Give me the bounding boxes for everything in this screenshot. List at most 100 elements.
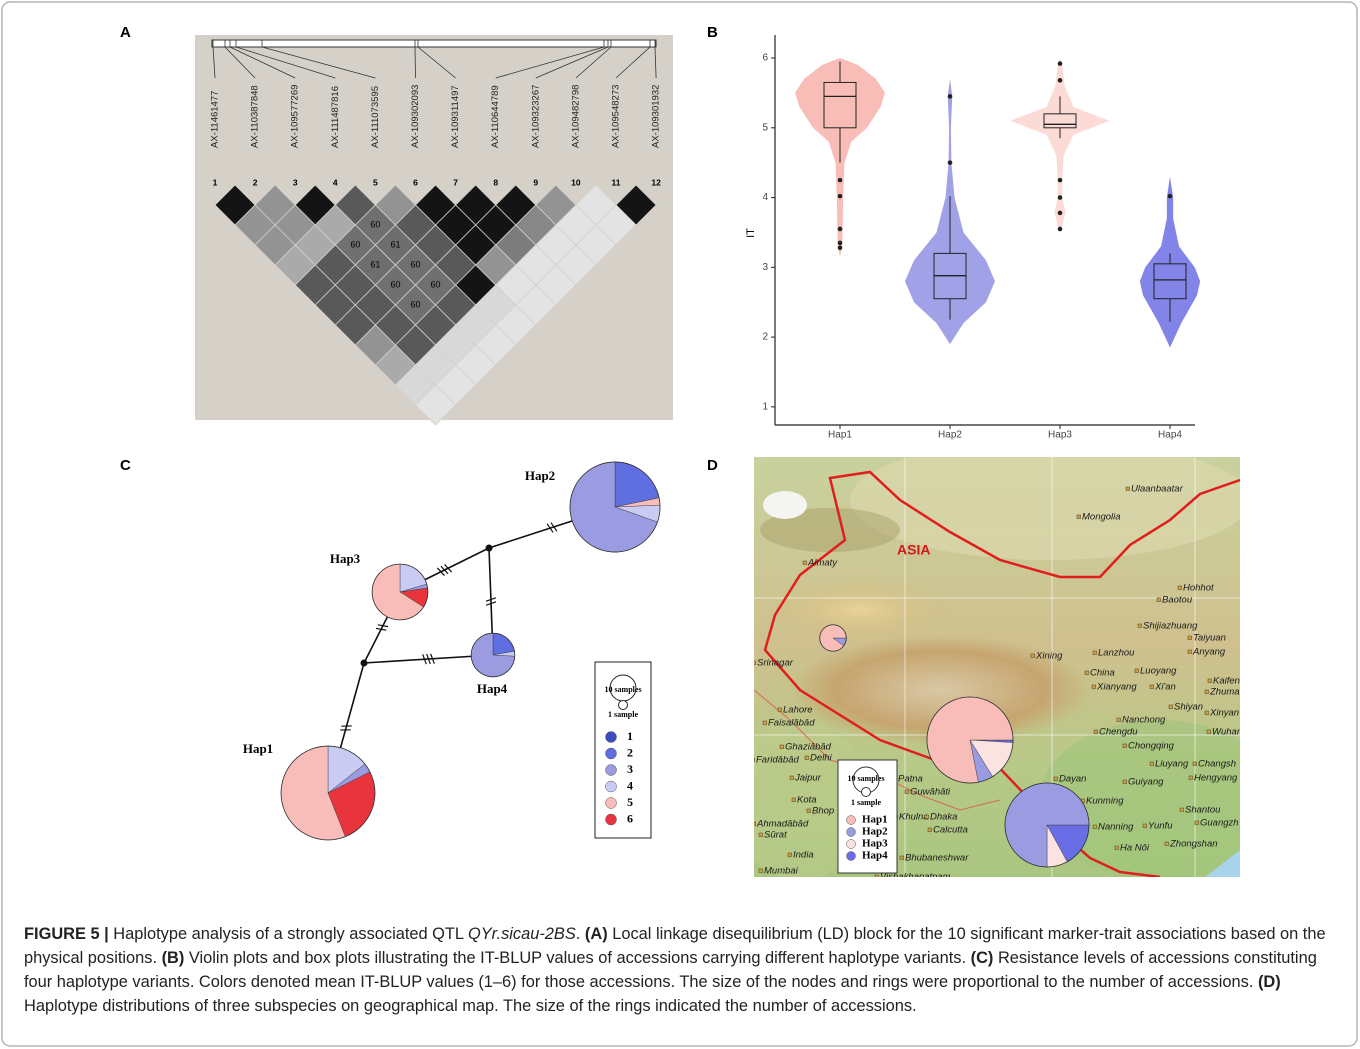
marker-number: 3 bbox=[293, 177, 298, 187]
place-marker bbox=[807, 809, 811, 813]
place-label: Xianyang bbox=[1096, 682, 1137, 693]
place-marker bbox=[1205, 690, 1209, 694]
place-marker bbox=[1117, 718, 1121, 722]
legend-swatch bbox=[847, 816, 856, 825]
y-tick-label: 2 bbox=[762, 332, 768, 343]
ld-panel: AX-11461477AX-110387848AX-109577269AX-11… bbox=[195, 35, 673, 425]
place-marker bbox=[790, 776, 794, 780]
place-marker bbox=[928, 828, 932, 832]
place-marker bbox=[1115, 846, 1119, 850]
ld-value-label: 60 bbox=[410, 259, 420, 269]
legend-label: 3 bbox=[627, 762, 633, 776]
figure: A B C D AX-11461477AX-110387848AX-109577… bbox=[0, 0, 1360, 1049]
place-label: Xinyan bbox=[1209, 708, 1239, 719]
place-label: Changsh bbox=[1198, 759, 1236, 770]
outlier bbox=[1058, 195, 1063, 200]
place-label: Kaifen bbox=[1213, 676, 1240, 687]
legend-label: Hap4 bbox=[862, 850, 888, 862]
panel-label: D bbox=[707, 457, 718, 474]
place-marker bbox=[805, 756, 809, 760]
place-marker bbox=[1150, 685, 1154, 689]
place-marker bbox=[1123, 744, 1127, 748]
place-marker bbox=[752, 661, 756, 665]
place-label: Faisalābād bbox=[768, 718, 815, 729]
caption-text: (B) bbox=[162, 949, 185, 967]
caption-text: QYr.sicau-2BS bbox=[468, 925, 576, 943]
place-marker bbox=[1188, 650, 1192, 654]
place-marker bbox=[1165, 842, 1169, 846]
size-legend-label: 1 sample bbox=[608, 710, 638, 719]
place-marker bbox=[1093, 651, 1097, 655]
ld-value-label: 60 bbox=[390, 279, 400, 289]
lake bbox=[763, 491, 807, 519]
legend-label: 1 bbox=[627, 729, 633, 743]
marker-number: 9 bbox=[533, 177, 538, 187]
place-marker bbox=[1054, 777, 1058, 781]
place-label: Liuyang bbox=[1155, 759, 1189, 770]
place-label: Shiyan bbox=[1174, 702, 1203, 713]
y-tick-label: 4 bbox=[762, 192, 768, 203]
place-label: Xi'an bbox=[1154, 682, 1176, 693]
marker-name: AX-110644789 bbox=[490, 85, 501, 148]
place-marker bbox=[751, 758, 755, 762]
marker-number: 6 bbox=[413, 177, 418, 187]
page: A B C D AX-11461477AX-110387848AX-109577… bbox=[0, 0, 1360, 1049]
y-tick-label: 5 bbox=[762, 122, 768, 133]
place-marker bbox=[875, 875, 879, 879]
ld-value-label: 61 bbox=[390, 239, 400, 249]
outlier bbox=[948, 160, 953, 165]
marker-name: AX-109548273 bbox=[611, 85, 622, 148]
ld-value-label: 60 bbox=[410, 299, 420, 309]
terrain bbox=[770, 578, 950, 642]
legend-label: Hap3 bbox=[862, 838, 888, 850]
place-label: Shantou bbox=[1185, 805, 1221, 816]
legend-label: 2 bbox=[627, 745, 633, 759]
place-label: Wuhan bbox=[1212, 727, 1242, 738]
marker-name: AX-109577269 bbox=[290, 85, 301, 148]
marker-number: 11 bbox=[612, 177, 621, 187]
size-legend-label: 1 sample bbox=[851, 798, 881, 807]
legend-label: 5 bbox=[627, 795, 633, 809]
node-label: Hap4 bbox=[477, 681, 508, 696]
place-marker bbox=[1188, 636, 1192, 640]
legend-swatch bbox=[606, 798, 617, 809]
caption-text: (C) bbox=[971, 949, 994, 967]
place-marker bbox=[905, 790, 909, 794]
marker-number: 10 bbox=[571, 177, 581, 187]
size-legend-label: 10 samples bbox=[847, 774, 884, 783]
outlier bbox=[838, 194, 843, 199]
ld-value-label: 60 bbox=[431, 279, 441, 289]
marker-number: 2 bbox=[253, 177, 258, 187]
place-marker bbox=[1143, 824, 1147, 828]
place-label: Chengdu bbox=[1099, 727, 1138, 738]
legend-swatch bbox=[847, 840, 856, 849]
marker-name: AX-109482798 bbox=[570, 85, 581, 148]
place-marker bbox=[1157, 598, 1161, 602]
marker-number: 4 bbox=[333, 177, 338, 187]
caption-text: Haplotype distributions of three subspec… bbox=[24, 997, 917, 1015]
x-tick-label: Hap2 bbox=[938, 430, 962, 441]
caption-text: Violin plots and box plots illustrating … bbox=[184, 949, 970, 967]
region-label: ASIA bbox=[897, 542, 930, 558]
place-marker bbox=[759, 833, 763, 837]
place-label: Yunfu bbox=[1148, 821, 1173, 832]
place-label: Dayan bbox=[1059, 774, 1086, 785]
place-label: Faridābād bbox=[756, 755, 799, 766]
place-marker bbox=[780, 745, 784, 749]
caption-text: FIGURE 5 | bbox=[24, 925, 109, 943]
marker-name: AX-11461477 bbox=[210, 91, 221, 148]
outlier bbox=[1058, 78, 1063, 83]
place-marker bbox=[763, 721, 767, 725]
place-marker bbox=[803, 561, 807, 565]
place-marker bbox=[1205, 711, 1209, 715]
place-label: Baotou bbox=[1162, 595, 1193, 606]
caption-text: (D) bbox=[1258, 973, 1281, 991]
place-label: Ha Nôi bbox=[1120, 843, 1150, 854]
y-tick-label: 3 bbox=[762, 262, 768, 273]
ld-value-label: 60 bbox=[370, 219, 380, 229]
network-panel: Hap2Hap3Hap4Hap110 samples1 sample123456 bbox=[243, 462, 660, 840]
place-label: Nanning bbox=[1098, 822, 1134, 833]
place-marker bbox=[1207, 730, 1211, 734]
y-axis-label: IT bbox=[745, 228, 757, 238]
median-vector bbox=[486, 545, 493, 552]
